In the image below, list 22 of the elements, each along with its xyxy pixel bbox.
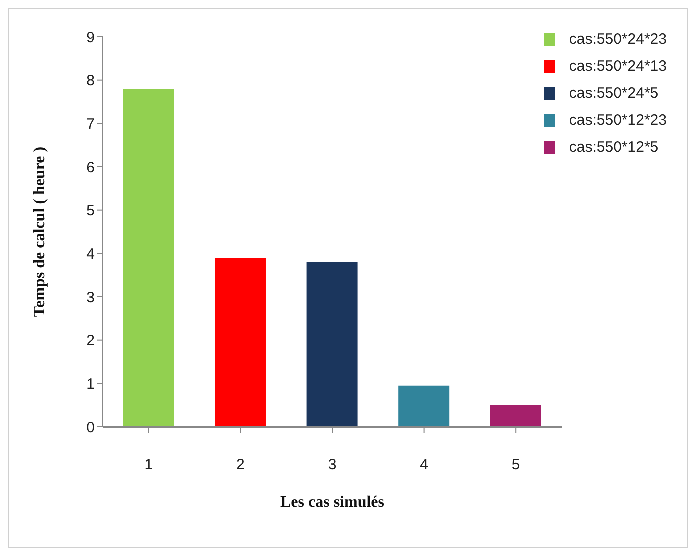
x-tick-label: 3 (328, 456, 337, 474)
y-tick-label: 8 (86, 72, 95, 90)
x-tick-label: 5 (512, 456, 520, 474)
x-tick-label: 4 (420, 456, 428, 474)
x-tick-label: 2 (236, 456, 245, 474)
y-tick-label: 6 (86, 159, 95, 176)
y-tick-label: 0 (86, 419, 95, 436)
y-tick-label: 1 (86, 376, 95, 393)
legend-label: cas:550*24*13 (569, 58, 667, 75)
y-tick-label: 4 (86, 246, 95, 263)
legend-label: cas:550*24*23 (569, 31, 667, 48)
y-tick-label: 2 (86, 332, 95, 350)
legend-label: cas:550*12*23 (569, 112, 667, 129)
y-tick-label: 9 (86, 29, 95, 46)
y-tick-label: 3 (86, 289, 95, 306)
y-tick-label: 5 (86, 202, 95, 220)
x-axis-title: Les cas simulés (280, 494, 384, 511)
y-axis-title: Temps de calcul ( heure ) (32, 146, 49, 318)
x-tick-label: 1 (144, 456, 154, 474)
legend-label: cas:550*24*5 (569, 85, 659, 102)
legend-label: cas:550*12*5 (569, 139, 659, 156)
y-tick-label: 7 (86, 116, 95, 133)
